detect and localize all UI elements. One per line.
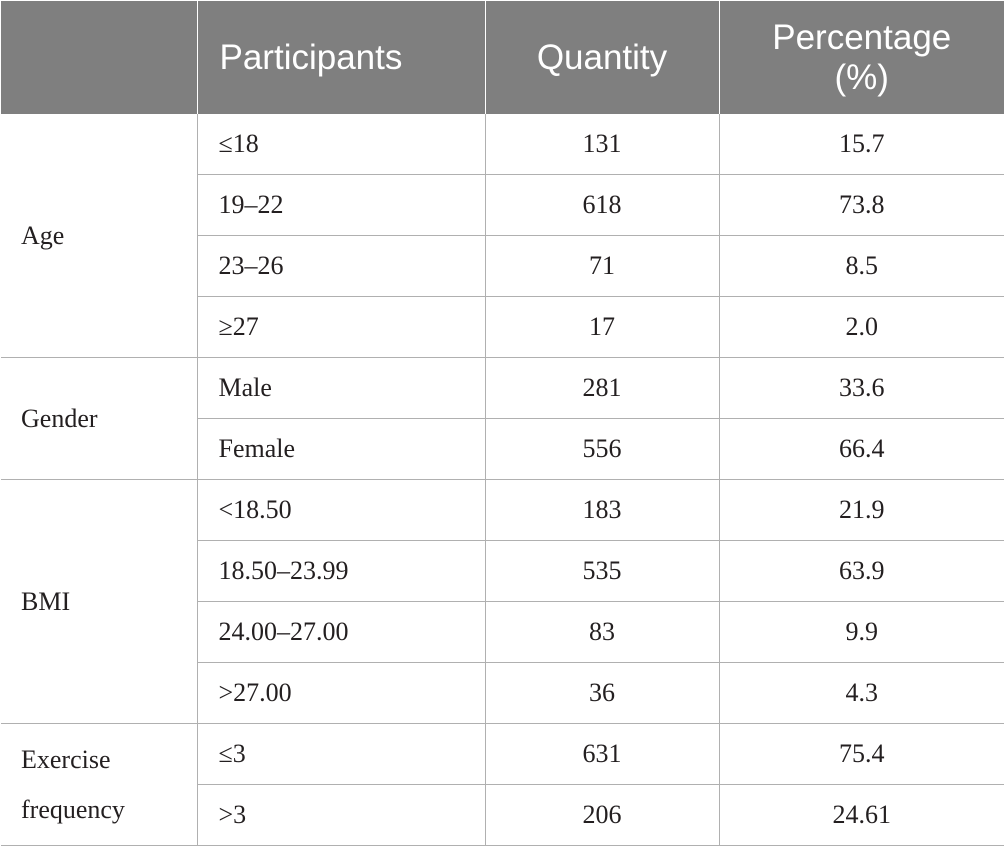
row-label: ≤3	[196, 723, 486, 785]
row-percentage: 63.9	[718, 540, 1004, 602]
row-label: >27.00	[197, 662, 486, 724]
group-label-exercise-frequency: Exercise frequency	[1, 723, 198, 846]
group-label-age: Age	[1, 114, 198, 358]
participants-table: Participants Quantity Percentage (%) Age…	[1, 1, 1004, 846]
table-row: BMI <18.50 183 21.9	[1, 479, 1004, 724]
row-label: 23–26	[197, 235, 486, 297]
row-percentage: 24.61	[718, 784, 1004, 846]
header-participants: Participants	[196, 1, 485, 114]
row-label: Female	[197, 418, 486, 480]
row-percentage: 4.3	[718, 662, 1004, 724]
header-percentage: Percentage (%)	[718, 1, 1004, 114]
header-quantity: Quantity	[484, 1, 719, 114]
row-quantity: 556	[484, 418, 720, 480]
row-quantity: 618	[484, 174, 720, 236]
row-quantity: 206	[484, 784, 720, 846]
row-percentage: 2.0	[718, 296, 1004, 358]
row-percentage: 21.9	[718, 479, 1004, 541]
row-percentage: 9.9	[718, 601, 1004, 663]
header-empty	[1, 1, 197, 114]
row-quantity: 535	[484, 540, 720, 602]
row-quantity: 281	[484, 357, 720, 419]
table-body: Age ≤18 131 15.7 19–22 618 73.8 23–26 71…	[1, 114, 1004, 846]
table-row: 23–26 71 8.5	[1, 235, 1004, 297]
row-quantity: 183	[484, 479, 720, 541]
row-label: <18.50	[196, 479, 486, 541]
row-quantity: 71	[484, 235, 720, 297]
table-row: Gender Male 281 33.6	[1, 357, 1004, 480]
row-label: >3	[197, 784, 486, 846]
row-percentage: 75.4	[718, 723, 1004, 785]
table-row: >27.00 36 4.3	[1, 662, 1004, 724]
row-quantity: 131	[484, 114, 720, 175]
row-percentage: 66.4	[718, 418, 1004, 480]
row-quantity: 17	[484, 296, 720, 358]
table-row: 24.00–27.00 83 9.9	[1, 601, 1004, 663]
row-label: 24.00–27.00	[197, 601, 486, 663]
table-row: 18.50–23.99 535 63.9	[1, 540, 1004, 602]
table-row: Age ≤18 131 15.7	[1, 114, 1004, 358]
row-label: Male	[196, 357, 486, 419]
table-row: >3 206 24.61	[1, 784, 1004, 846]
row-label: 18.50–23.99	[197, 540, 486, 602]
table-row: Exercise frequency ≤3 631 75.4	[1, 723, 1004, 846]
row-label: ≤18	[196, 114, 486, 175]
group-label-bmi: BMI	[1, 479, 198, 724]
row-percentage: 8.5	[718, 235, 1004, 297]
group-label-gender: Gender	[1, 357, 198, 480]
row-label: 19–22	[197, 174, 486, 236]
table-row: Female 556 66.4	[1, 418, 1004, 480]
row-quantity: 36	[484, 662, 720, 724]
row-quantity: 631	[484, 723, 720, 785]
row-label: ≥27	[197, 296, 486, 358]
row-percentage: 15.7	[718, 114, 1004, 175]
row-quantity: 83	[484, 601, 720, 663]
row-percentage: 73.8	[718, 174, 1004, 236]
header-row: Participants Quantity Percentage (%)	[1, 1, 1004, 114]
row-percentage: 33.6	[718, 357, 1004, 419]
table-row: 19–22 618 73.8	[1, 174, 1004, 236]
